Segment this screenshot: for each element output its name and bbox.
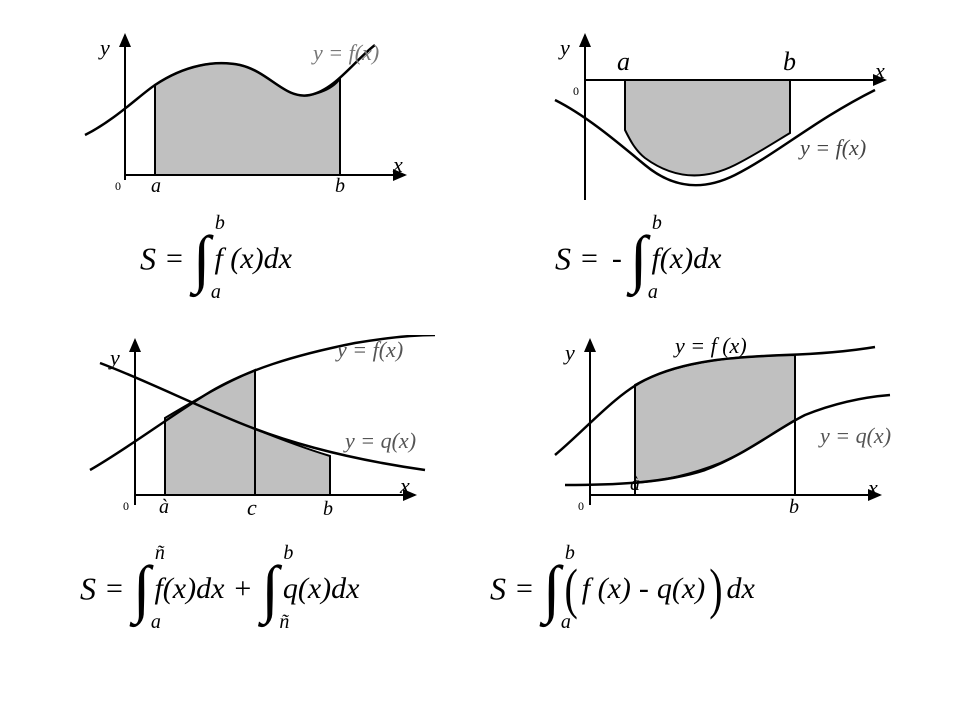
- zero-label-3: 0: [123, 499, 129, 513]
- integral-icon: ∫: [193, 230, 211, 288]
- page: y x 0 a b y = f(x) y x 0 a b y = f(x) y …: [0, 0, 960, 720]
- x-label-4: x: [867, 475, 878, 500]
- y-label-3: y: [108, 345, 120, 370]
- fn-label-2: y = f(x): [798, 135, 866, 160]
- formula-1: S = b ∫ a f (x)dx: [140, 230, 292, 288]
- f4-integral: b ∫ a: [543, 560, 561, 618]
- integral-icon: ∫: [543, 560, 561, 618]
- panel-bottom-right: y x 0 à b y = f (x) y = q(x): [535, 335, 915, 520]
- a-label-3: à: [159, 496, 169, 518]
- b-label-4: b: [789, 496, 799, 518]
- f2-ub: b: [652, 212, 662, 235]
- x-label: x: [392, 152, 403, 177]
- f2-lb: a: [648, 281, 658, 304]
- f3-eq: =: [100, 572, 129, 605]
- f3-ub2: b: [283, 542, 293, 565]
- formula-3: S = ñ ∫ a f(x)dx + b ∫ ñ q(x)dx: [80, 560, 359, 618]
- chart-2: y x 0 a b y = f(x): [535, 30, 915, 205]
- chart-3: y x 0 à c b y = f(x) y = q(x): [75, 335, 455, 520]
- region-3: [165, 370, 330, 495]
- f4-tail: dx: [727, 572, 755, 605]
- fn-q-label-4: y = q(x): [818, 423, 891, 448]
- fn-label: y = f(x): [311, 40, 379, 65]
- f1-integral: b ∫ a: [193, 230, 211, 288]
- f1-eq: =: [160, 242, 189, 275]
- zero-label-2: 0: [573, 84, 579, 98]
- integral-icon: ∫: [630, 230, 648, 288]
- f3-integral-2: b ∫ ñ: [261, 560, 279, 618]
- fn-f-label-3: y = f(x): [335, 337, 403, 362]
- integral-icon: ∫: [133, 560, 151, 618]
- f3-body1: f(x)dx: [154, 572, 224, 605]
- f2-minus: -: [608, 242, 626, 275]
- a-label: a: [151, 175, 161, 197]
- y-label: y: [98, 35, 110, 60]
- f4-lparen: (: [564, 556, 577, 622]
- a-label-2: a: [617, 47, 630, 76]
- formula-4: S = b ∫ a ( f (x) - q(x) ) dx: [490, 560, 755, 618]
- fn-f-label-4: y = f (x): [673, 335, 747, 358]
- y-label-2: y: [558, 35, 570, 60]
- panel-top-right: y x 0 a b y = f(x): [535, 30, 915, 205]
- c-label-3: c: [247, 495, 257, 520]
- x-label-3: x: [399, 473, 410, 498]
- f4-S: S: [490, 570, 506, 606]
- integral-icon: ∫: [261, 560, 279, 618]
- b-label: b: [335, 175, 345, 197]
- f1-S: S: [140, 240, 156, 276]
- f4-b2: q(x): [657, 572, 705, 605]
- fn-q-label-3: y = q(x): [343, 428, 416, 453]
- f2-body: f(x)dx: [651, 242, 721, 275]
- f2-S: S: [555, 240, 571, 276]
- f3-S: S: [80, 570, 96, 606]
- f1-body: f (x)dx: [214, 242, 291, 275]
- f4-b1: f (x): [582, 572, 631, 605]
- chart-1: y x 0 a b y = f(x): [75, 30, 435, 200]
- zero-label-4: 0: [578, 499, 584, 513]
- region-2: [625, 80, 790, 175]
- b-label-2: b: [783, 47, 796, 76]
- f3-integral-1: ñ ∫ a: [133, 560, 151, 618]
- f3-lb1: a: [151, 611, 161, 634]
- f3-plus: +: [228, 572, 257, 605]
- panel-top-left: y x 0 a b y = f(x): [75, 30, 435, 200]
- region-1: [155, 63, 340, 175]
- f4-eq: =: [510, 572, 539, 605]
- chart-4: y x 0 à b y = f (x) y = q(x): [535, 335, 915, 520]
- f4-minus: -: [635, 572, 653, 605]
- f3-body2: q(x)dx: [283, 572, 360, 605]
- f3-lb2: ñ: [279, 611, 289, 634]
- f1-lb: a: [211, 281, 221, 304]
- b-label-3: b: [323, 498, 333, 520]
- f1-ub: b: [215, 212, 225, 235]
- f2-integral: b ∫ a: [630, 230, 648, 288]
- formula-2: S = - b ∫ a f(x)dx: [555, 230, 721, 288]
- f3-ub1: ñ: [155, 542, 165, 565]
- x-label-2: x: [874, 58, 885, 83]
- panel-bottom-left: y x 0 à c b y = f(x) y = q(x): [75, 335, 455, 520]
- zero-label: 0: [115, 179, 121, 193]
- f2-eq: =: [575, 242, 604, 275]
- f4-rparen: ): [709, 556, 722, 622]
- y-label-4: y: [563, 340, 575, 365]
- a-label-4: à: [630, 473, 640, 495]
